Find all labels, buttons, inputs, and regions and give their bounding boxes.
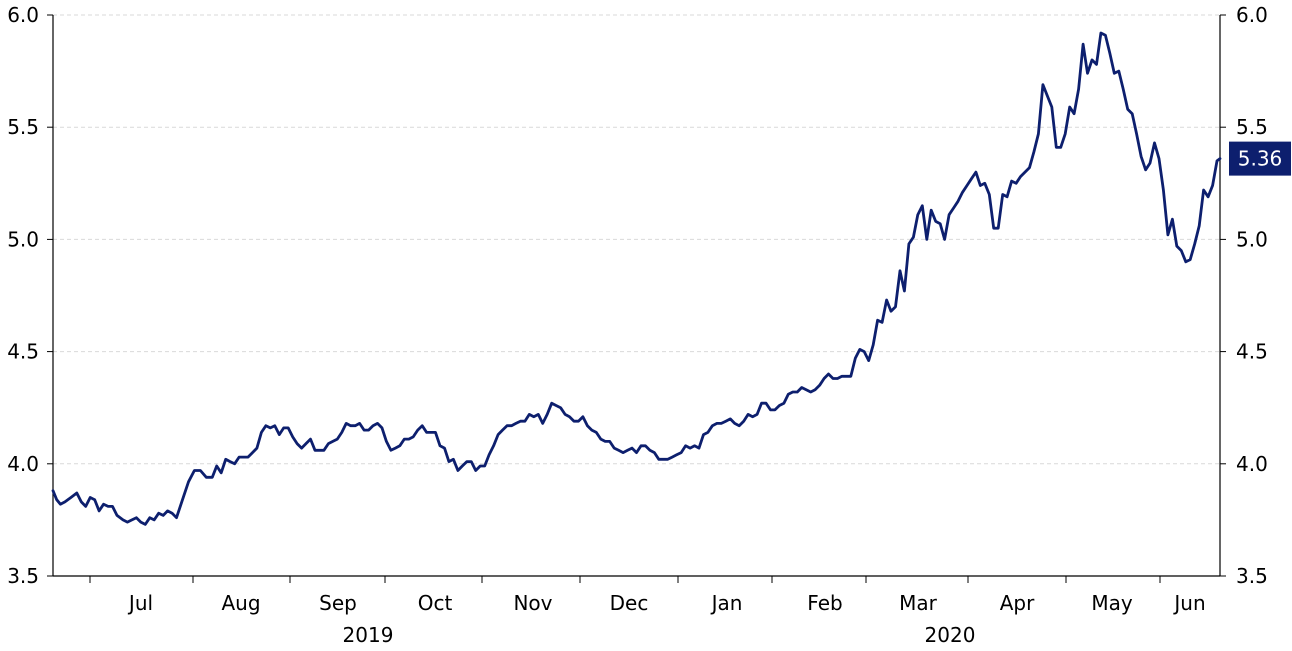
series: [51, 31, 1222, 526]
year-label: 2019: [343, 623, 394, 647]
y-tick-label-left: 6.0: [7, 3, 39, 27]
x-tick-label: Jan: [710, 591, 743, 615]
x-tick-label: May: [1091, 591, 1133, 615]
y-tick-label-left: 5.0: [7, 227, 39, 251]
y-tick-label-right: 4.0: [1236, 452, 1268, 476]
y-tick-label-left: 4.5: [7, 340, 39, 364]
x-tick-label: Oct: [418, 591, 453, 615]
x-tick-label: Nov: [513, 591, 552, 615]
last-value-label: 5.36: [1238, 147, 1283, 171]
gridlines: [53, 14, 1220, 465]
y-tick-label-right: 6.0: [1236, 3, 1268, 27]
y-tick-label-right: 4.5: [1236, 340, 1268, 364]
x-tick-label: Sep: [319, 591, 357, 615]
y-tick-label-left: 3.5: [7, 564, 39, 588]
axis-ticks: [47, 14, 1226, 583]
x-tick-label: Jun: [1172, 591, 1205, 615]
x-tick-label: Mar: [899, 591, 938, 615]
y-tick-label-right: 5.0: [1236, 227, 1268, 251]
x-tick-label: Dec: [610, 591, 649, 615]
series-line: [51, 31, 1222, 526]
y-tick-label-right: 5.5: [1236, 115, 1268, 139]
x-tick-label: Jul: [127, 591, 153, 615]
last-value-badge-box: [1229, 141, 1291, 176]
last-value-badge: 5.36: [1229, 141, 1291, 176]
y-tick-label-left: 5.5: [7, 115, 39, 139]
axes: [52, 15, 1221, 577]
y-tick-label-left: 4.0: [7, 452, 39, 476]
x-tick-label: Feb: [807, 591, 842, 615]
year-label: 2020: [925, 623, 976, 647]
y-tick-label-right: 3.5: [1236, 564, 1268, 588]
x-tick-label: Apr: [1000, 591, 1035, 615]
x-tick-label: Aug: [221, 591, 260, 615]
axis-labels: 3.5 3.5 4.0 4.0 4.5 4.5 5.0 5.0 5.5 5.5 6.0 6.0 Jul A…: [7, 3, 1268, 647]
